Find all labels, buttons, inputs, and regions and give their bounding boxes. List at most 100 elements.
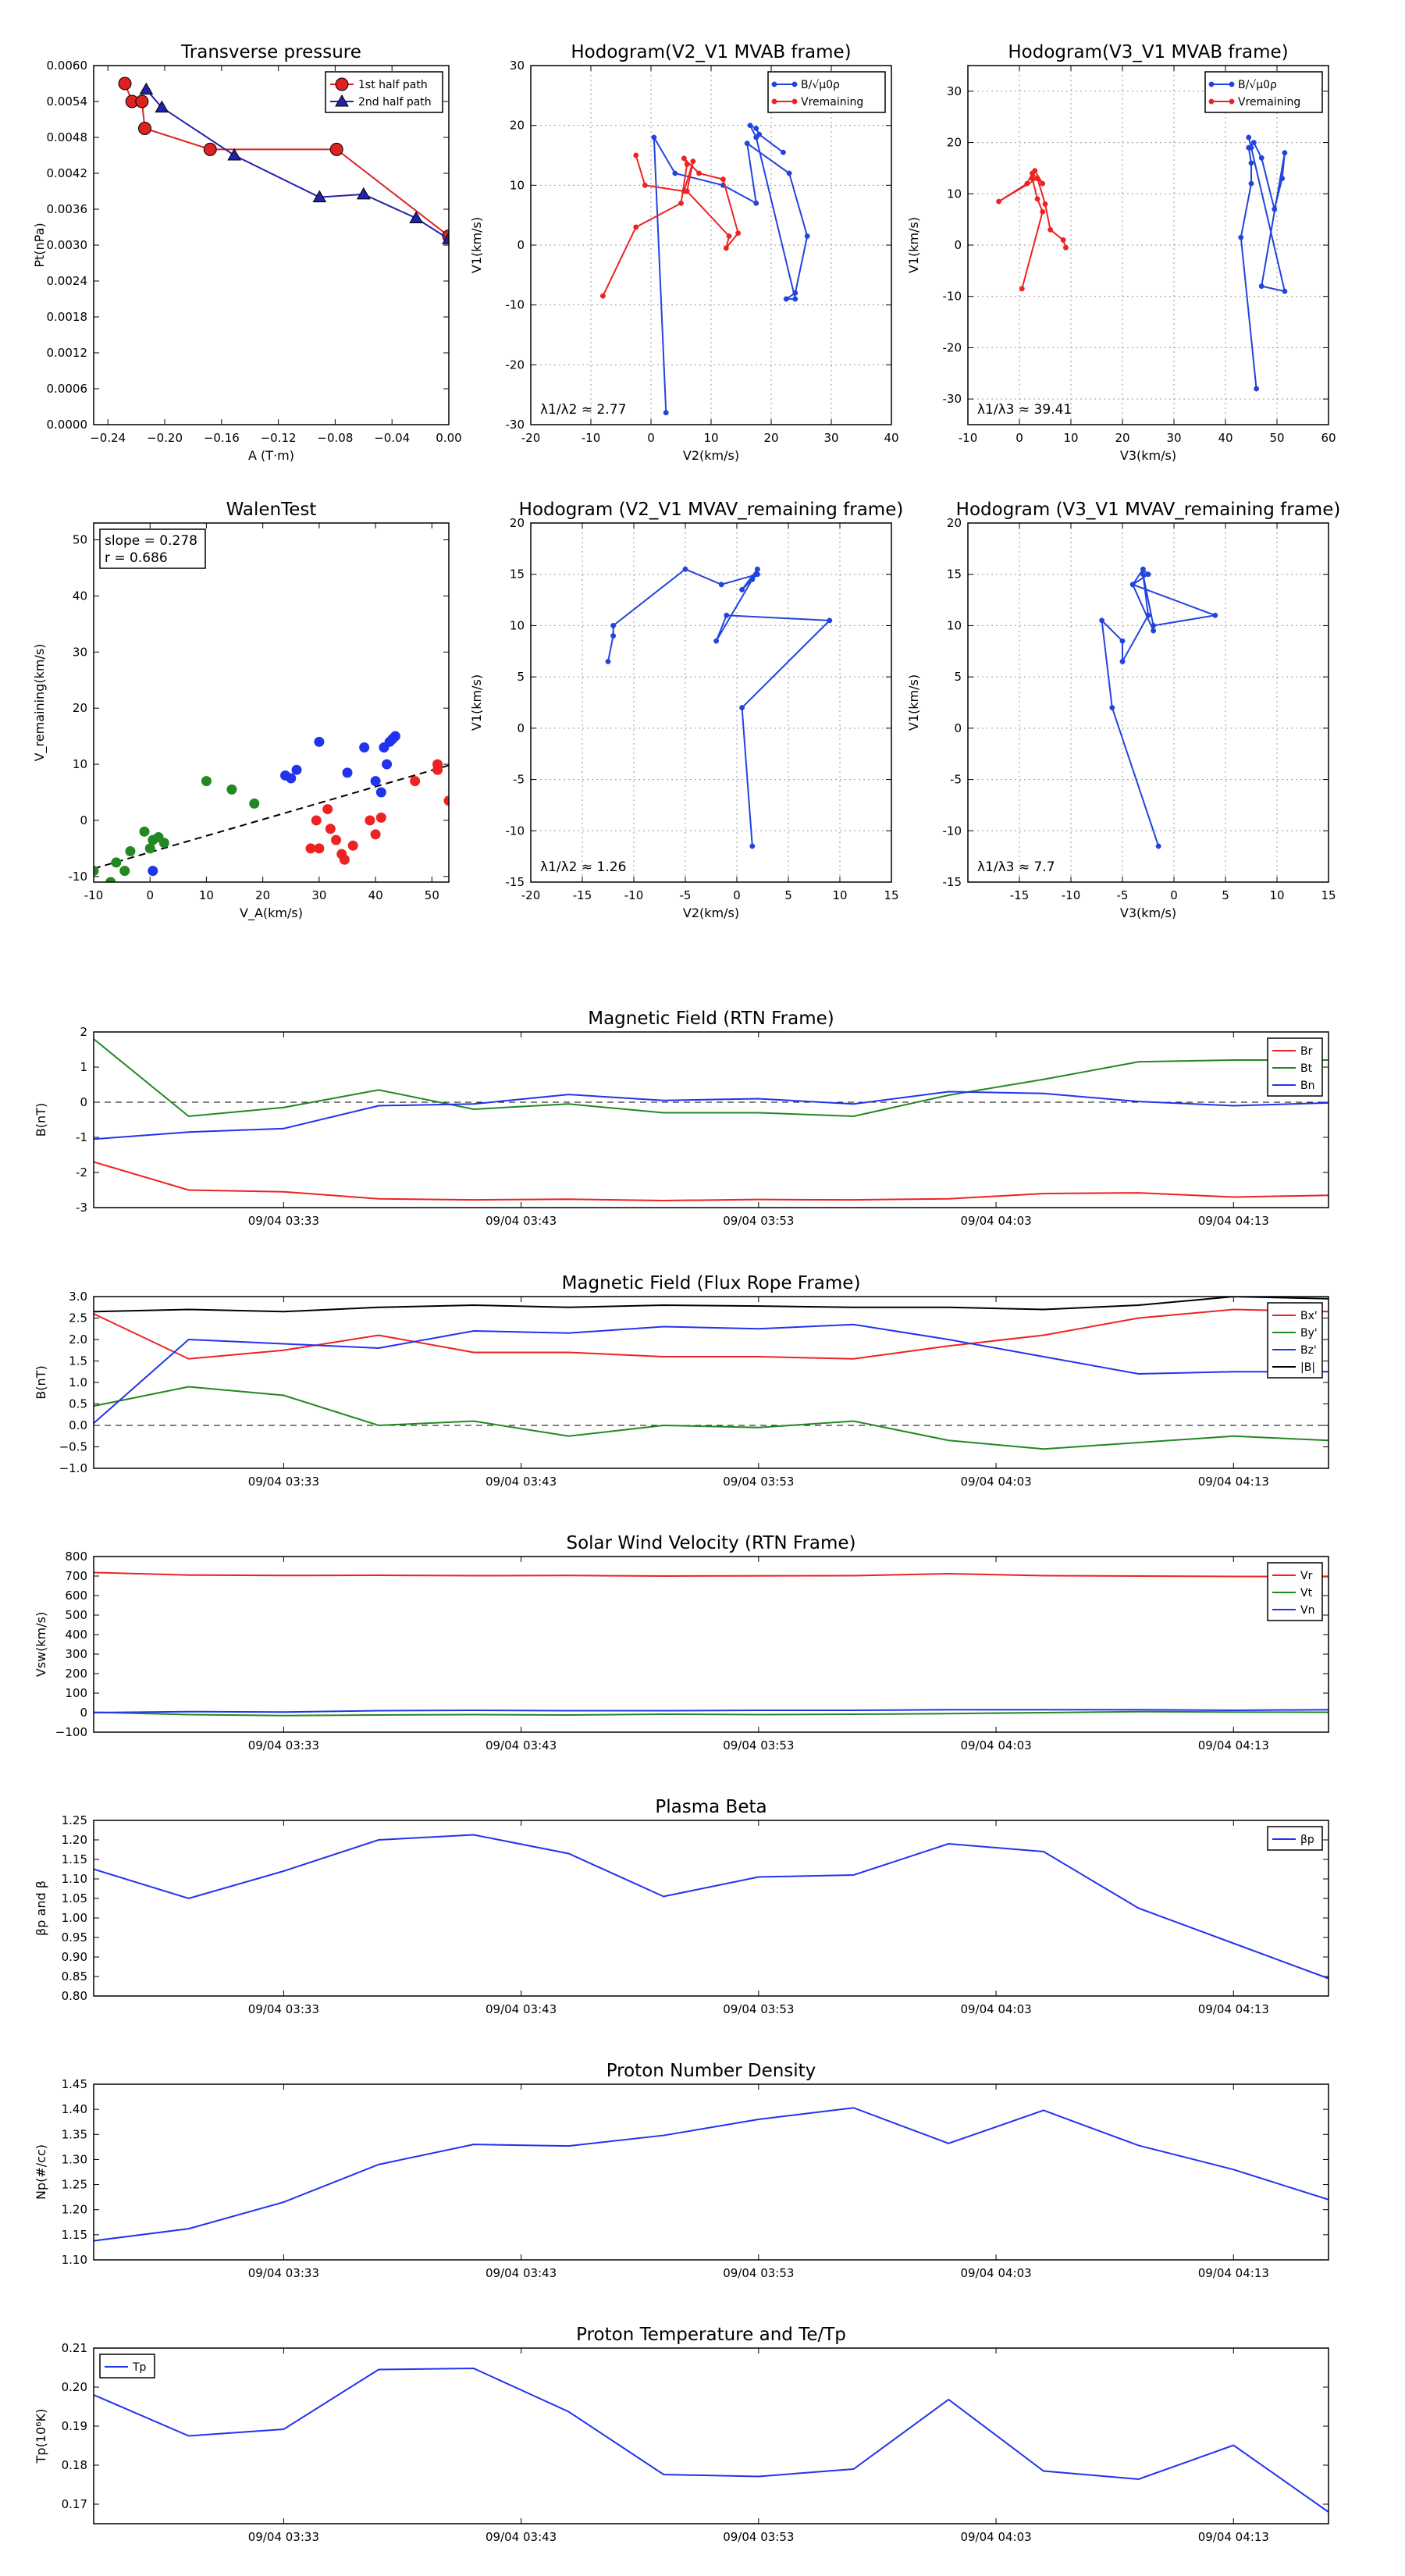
data-point xyxy=(1140,566,1146,572)
data-point xyxy=(682,566,688,572)
data-point xyxy=(1129,582,1136,588)
x-tick-label: 09/04 03:33 xyxy=(248,1738,319,1752)
legend-marker xyxy=(1229,81,1235,87)
y-tick-label: 0.0048 xyxy=(47,130,88,144)
data-point xyxy=(783,296,789,302)
legend-marker xyxy=(335,77,349,91)
stats-text: r = 0.686 xyxy=(105,550,168,566)
series-|B| xyxy=(94,1297,1329,1313)
chart-title: Solar Wind Velocity (RTN Frame) xyxy=(566,1533,855,1553)
plot-frame xyxy=(93,2347,1329,2524)
legend-label: Bx' xyxy=(1300,1310,1318,1322)
x-tick-label: 0 xyxy=(733,888,741,902)
data-point xyxy=(314,843,325,854)
y-tick-label: 700 xyxy=(65,1569,87,1583)
plot-frame xyxy=(530,522,892,883)
y-tick-label: 40 xyxy=(73,589,87,603)
x-tick-label: 09/04 03:43 xyxy=(486,1475,557,1489)
x-tick-label: -5 xyxy=(680,888,692,902)
legend-marker xyxy=(771,81,777,87)
x-tick-label: 09/04 03:33 xyxy=(248,2002,319,2016)
chart-title: WalenTest xyxy=(226,500,317,520)
data-point xyxy=(1030,170,1035,176)
x-axis-label: V2(km/s) xyxy=(683,448,739,463)
transverse-pressure-panel: −0.24 −0.20 −0.16 −0.12 −0.08 −0.04 0.00 0.0000… xyxy=(32,42,462,463)
data-point xyxy=(1250,140,1257,146)
x-tick-label: 40 xyxy=(368,888,383,902)
x-tick-label: 09/04 03:53 xyxy=(723,1214,794,1228)
y-tick-label: 800 xyxy=(65,1550,87,1564)
series-Vremaining xyxy=(996,168,1069,292)
series-line xyxy=(1101,568,1218,847)
data-point xyxy=(739,705,745,711)
x-tick-label: 09/04 04:13 xyxy=(1198,2266,1269,2280)
y-tick-label: 0.0018 xyxy=(47,310,88,324)
y-tick-label: 30 xyxy=(73,645,87,659)
data-point xyxy=(409,211,424,223)
y-tick-label: 1.00 xyxy=(62,1911,87,1925)
data-point xyxy=(749,576,756,582)
legend-label: 1st half path xyxy=(358,79,428,91)
legend-marker xyxy=(1208,81,1215,87)
y-tick-label: 1.5 xyxy=(69,1354,87,1368)
data-point xyxy=(442,232,449,244)
y-tick-label: 1.25 xyxy=(62,2178,87,2192)
data-point xyxy=(1282,150,1288,156)
stats-box xyxy=(99,528,206,569)
x-tick-label: 0 xyxy=(1016,431,1023,445)
x-tick-label: 10 xyxy=(1063,431,1078,445)
chart-title: Plasma Beta xyxy=(655,1797,767,1817)
data-point xyxy=(226,784,237,795)
data-point xyxy=(201,776,212,787)
data-point xyxy=(804,233,810,239)
series-1st half path xyxy=(118,76,449,243)
data-point xyxy=(382,759,393,770)
y-axis-label: Pt(nPa) xyxy=(32,222,47,267)
plot-frame xyxy=(967,65,1329,425)
data-point xyxy=(1109,705,1115,711)
data-point xyxy=(599,293,606,299)
legend: B/√μ0ρ Vremaining xyxy=(767,71,886,113)
data-point xyxy=(735,230,742,237)
data-point xyxy=(754,571,760,578)
data-point xyxy=(389,731,400,742)
data-point xyxy=(322,804,333,815)
data-point xyxy=(681,155,687,162)
y-tick-label: 2.0 xyxy=(69,1332,87,1347)
chart-title: Magnetic Field (Flux Rope Frame) xyxy=(562,1273,861,1293)
y-tick-label: 10 xyxy=(510,618,525,632)
x-tick-label: −0.04 xyxy=(374,431,410,445)
series-line xyxy=(94,1709,1329,1713)
x-tick-label: 5 xyxy=(784,888,792,902)
data-point xyxy=(139,82,154,95)
data-point xyxy=(1140,571,1146,578)
y-axis-label: βp and β xyxy=(34,1880,48,1936)
y-tick-label: 1.35 xyxy=(62,2127,87,2141)
legend-label: βp xyxy=(1300,1834,1314,1846)
y-tick-label: 1.30 xyxy=(62,2152,87,2166)
y-tick-label: −0.5 xyxy=(59,1440,87,1454)
x-tick-label: 09/04 03:33 xyxy=(248,2530,319,2544)
plot-frame xyxy=(93,1820,1329,1997)
y-tick-label: 15 xyxy=(947,568,962,582)
y-tick-label: 1.0 xyxy=(69,1375,87,1389)
y-tick-label: 0 xyxy=(954,238,962,252)
data-point xyxy=(651,134,657,141)
x-tick-label: 50 xyxy=(425,888,439,902)
x-tick-label: -15 xyxy=(573,888,592,902)
y-tick-label: 0 xyxy=(80,1706,87,1720)
data-point xyxy=(1034,196,1040,202)
data-point xyxy=(1040,180,1046,187)
x-tick-label: 09/04 03:53 xyxy=(723,2530,794,2544)
x-tick-label: 09/04 03:43 xyxy=(486,1214,557,1228)
eigenvalue-ratio-label: λ1/λ3 ≈ 39.41 xyxy=(977,402,1072,418)
x-tick-label: 60 xyxy=(1321,431,1336,445)
data-point xyxy=(1155,843,1161,849)
data-point xyxy=(312,190,327,203)
data-point xyxy=(203,142,217,156)
series-line xyxy=(94,1297,1329,1313)
series-Vn xyxy=(94,1709,1329,1713)
y-tick-label: 0 xyxy=(517,238,525,252)
y-tick-label: -30 xyxy=(943,392,962,406)
legend-label: Bz' xyxy=(1300,1344,1317,1357)
